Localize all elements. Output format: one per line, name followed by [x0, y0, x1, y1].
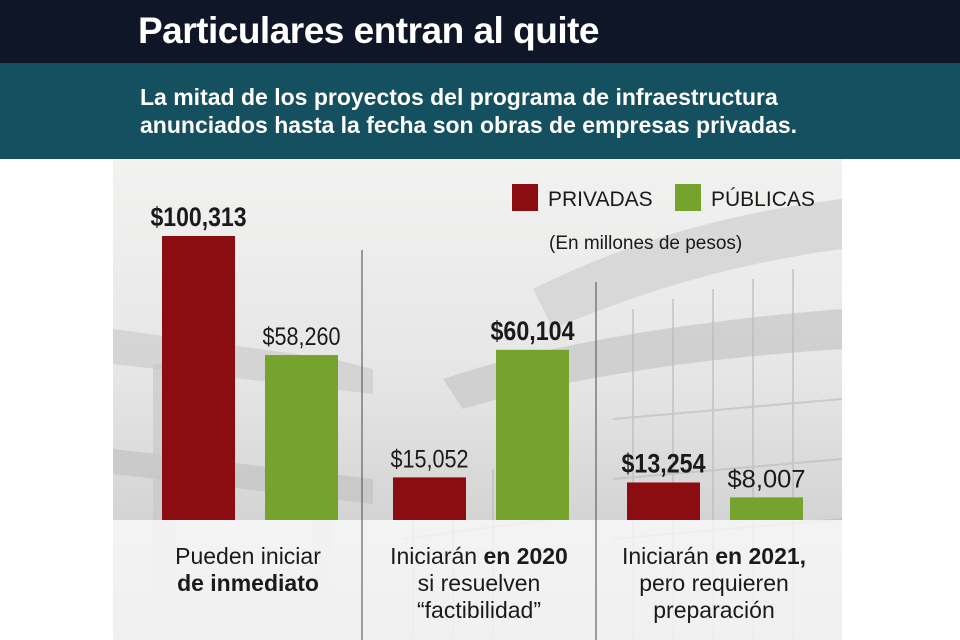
- category-label-1-line-2: de inmediato: [177, 570, 319, 596]
- legend-label-públicas: PÚBLICAS: [711, 188, 815, 211]
- page-subtitle: La mitad de los proyectos del programa d…: [140, 83, 940, 139]
- bar-públicas-3: [730, 497, 803, 520]
- subtitle-line-2: anunciados hasta la fecha son obras de e…: [140, 112, 798, 138]
- subtitle-bar: La mitad de los proyectos del programa d…: [0, 63, 960, 159]
- bar-privadas-1: [162, 236, 235, 520]
- legend-swatch-privadas: [512, 184, 538, 211]
- value-label-públicas-2: $60,104: [491, 316, 575, 346]
- page-title: Particulares entran al quite: [138, 10, 600, 51]
- bar-privadas-3: [627, 482, 700, 520]
- value-label-públicas-3: $8,007: [728, 465, 806, 493]
- unit-note: (En millones de pesos): [549, 233, 742, 254]
- category-band: [113, 520, 842, 640]
- category-label-3-line-3: preparación: [653, 597, 774, 623]
- value-label-públicas-1: $58,260: [263, 323, 341, 351]
- category-label-3-line-2: pero requieren: [639, 570, 789, 596]
- category-label-2-line-3: “factibilidad”: [417, 597, 541, 623]
- value-label-privadas-1: $100,313: [151, 202, 247, 232]
- category-label-2-line-1: Iniciarán en 2020: [390, 543, 568, 569]
- value-label-privadas-3: $13,254: [622, 448, 706, 478]
- value-label-privadas-2: $15,052: [391, 445, 469, 473]
- legend-swatch-públicas: [675, 184, 701, 211]
- subtitle-line-1: La mitad de los proyectos del programa d…: [140, 84, 778, 110]
- category-label-2-line-2: si resuelven: [418, 570, 541, 596]
- bar-públicas-2: [496, 349, 569, 520]
- title-bar: Particulares entran al quite: [0, 0, 960, 63]
- category-label-1-line-1: Pueden iniciar: [175, 543, 321, 569]
- bar-privadas-2: [393, 477, 466, 520]
- bar-públicas-1: [265, 355, 338, 520]
- category-label-3-line-1: Iniciarán en 2021,: [622, 543, 806, 569]
- legend-label-privadas: PRIVADAS: [548, 188, 653, 211]
